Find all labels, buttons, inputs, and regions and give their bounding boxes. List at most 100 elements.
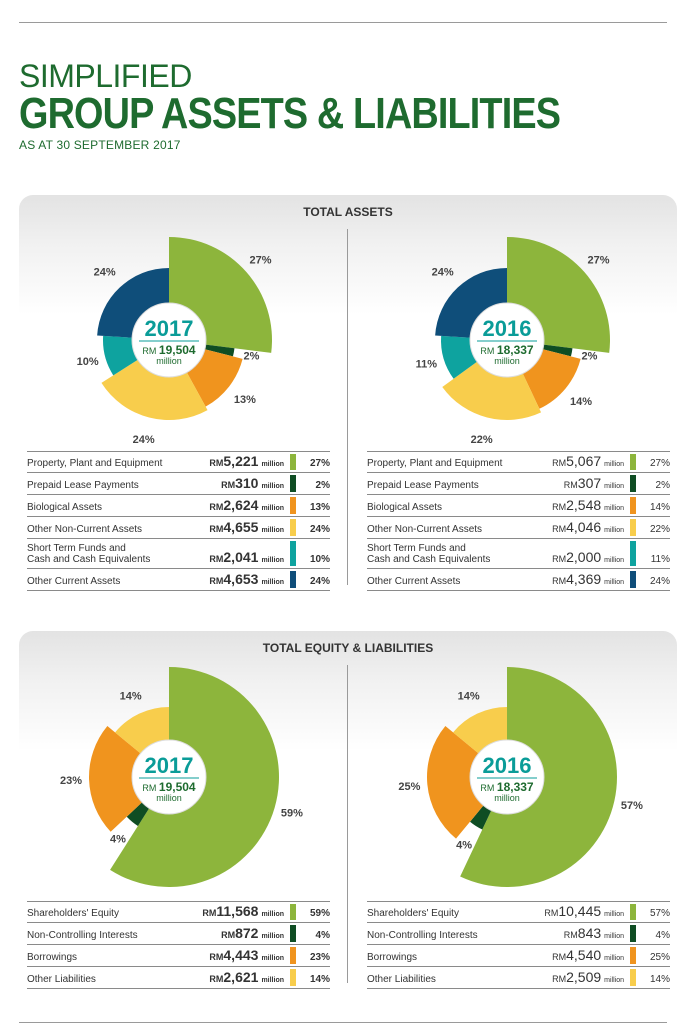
slice-prepaid-lease-payments — [541, 344, 573, 357]
legend-swatch — [290, 454, 296, 470]
legend-swatch — [290, 904, 296, 920]
legend-swatch — [630, 904, 636, 920]
row-label: Other Current Assets — [27, 576, 121, 587]
row-percent: 22% — [649, 524, 670, 535]
row-percent: 23% — [309, 952, 330, 963]
legend-swatch — [630, 541, 636, 566]
legend-swatch — [630, 969, 636, 986]
row-label: Prepaid Lease Payments — [27, 480, 139, 491]
legend-swatch — [630, 947, 636, 964]
slice-label-non-controlling-interests: 4% — [110, 834, 126, 846]
row-label: Shareholders' Equity — [367, 908, 459, 919]
slice-short-term-funds-and-cash-and-cash-equivalents — [441, 335, 478, 379]
row-value: RM843 million — [563, 925, 624, 941]
table-row: Property, Plant and Equipment RM5,221 mill… — [27, 451, 330, 473]
row-label: Property, Plant and Equipment — [367, 458, 503, 469]
slice-non-controlling-interests — [470, 804, 492, 830]
row-percent: 4% — [655, 930, 670, 941]
row-label: Other Liabilities — [367, 974, 436, 985]
total-assets-panel: TOTAL ASSETS 27% 2% 13% 24% 10% 24% 2017 RM 19,… — [19, 195, 677, 595]
row-value: RM4,369 million — [552, 571, 624, 587]
row-label: Short Term Funds and Cash and Cash Equiv… — [27, 543, 151, 565]
heading-date: AS AT 30 SEPTEMBER 2017 — [19, 138, 181, 152]
row-label: Non-Controlling Interests — [367, 930, 478, 941]
legend-swatch — [630, 519, 636, 536]
liabilities-2016-table: Shareholders' Equity RM10,445 million 57% No… — [367, 901, 670, 989]
slice-label-other-non-current-assets: 24% — [133, 434, 155, 446]
row-percent: 14% — [649, 974, 670, 985]
table-row: Short Term Funds and Cash and Cash Equiv… — [27, 539, 330, 569]
legend-swatch — [630, 454, 636, 470]
table-row: Other Current Assets RM4,653 million 24% — [27, 569, 330, 591]
slice-label-borrowings: 23% — [60, 775, 82, 787]
row-value: RM310 million — [221, 475, 284, 491]
table-row: Biological Assets RM2,624 million 13% — [27, 495, 330, 517]
row-value: RM4,046 million — [552, 519, 624, 535]
center-year: 2017 — [145, 753, 194, 778]
donut-center — [470, 303, 544, 377]
row-percent: 13% — [309, 502, 330, 513]
assets-2016-table: Property, Plant and Equipment RM5,067 mill… — [367, 451, 670, 591]
row-label: Borrowings — [27, 952, 78, 963]
table-row: Borrowings RM4,540 million 25% — [367, 945, 670, 967]
row-label: Shareholders' Equity — [27, 908, 119, 919]
slice-label-prepaid-lease-payments: 2% — [582, 351, 598, 363]
row-percent: 14% — [309, 974, 330, 985]
row-label: Borrowings — [367, 952, 418, 963]
row-value: RM4,653 million — [209, 571, 284, 587]
legend-swatch — [290, 497, 296, 514]
row-value: RM872 million — [221, 925, 284, 941]
slice-biological-assets — [522, 348, 581, 409]
legend-swatch — [290, 925, 296, 942]
row-percent: 24% — [309, 576, 330, 587]
table-row: Borrowings RM4,443 million 23% — [27, 945, 330, 967]
table-row: Other Current Assets RM4,369 million 24% — [367, 569, 670, 591]
row-value: RM2,548 million — [552, 497, 624, 513]
slice-label-property-plant-and-equipment: 27% — [587, 254, 609, 266]
equity-liabilities-title: TOTAL EQUITY & LIABILITIES — [262, 641, 434, 655]
donut-center-ring — [131, 739, 207, 815]
slice-label-shareholders-equity: 59% — [281, 808, 303, 820]
slice-label-short-term-funds-and-cash-and-cash-equivalents: 11% — [416, 358, 438, 370]
row-percent: 25% — [649, 952, 670, 963]
slice-label-other-current-assets: 24% — [94, 266, 116, 278]
slice-label-prepaid-lease-payments: 2% — [244, 351, 260, 363]
slice-non-controlling-interests — [126, 801, 150, 826]
row-value: RM2,509 million — [552, 969, 624, 985]
row-percent: 59% — [309, 908, 330, 919]
table-row: Shareholders' Equity RM10,445 million 57% — [367, 901, 670, 923]
panel-divider — [347, 665, 348, 983]
slice-shareholders-equity — [110, 667, 280, 887]
slice-prepaid-lease-payments — [203, 344, 235, 357]
table-row: Prepaid Lease Payments RM310 million 2% — [27, 473, 330, 495]
center-unit: million — [494, 793, 520, 803]
heading-line2: GROUP ASSETS & LIABILITIES — [19, 89, 561, 138]
center-unit: million — [156, 793, 182, 803]
slice-label-shareholders-equity: 57% — [621, 800, 643, 812]
slice-label-borrowings: 25% — [398, 781, 420, 793]
row-value: RM5,067 million — [552, 453, 624, 469]
row-percent: 14% — [649, 502, 670, 513]
table-row: Shareholders' Equity RM11,568 million 59% — [27, 901, 330, 923]
bottom-rule — [19, 1022, 667, 1023]
legend-swatch — [290, 571, 296, 588]
legend-swatch — [630, 497, 636, 514]
row-value: RM11,568 million — [202, 903, 284, 919]
top-rule — [19, 22, 667, 23]
slice-label-short-term-funds-and-cash-and-cash-equivalents: 10% — [77, 356, 99, 368]
row-label: Biological Assets — [367, 502, 443, 513]
row-label: Other Non-Current Assets — [367, 524, 483, 535]
row-percent: 10% — [309, 554, 330, 565]
row-label: Property, Plant and Equipment — [27, 458, 163, 469]
total-assets-title: TOTAL ASSETS — [303, 205, 393, 219]
center-total: RM 18,337 — [480, 780, 534, 794]
legend-swatch — [290, 947, 296, 964]
slice-borrowings — [89, 726, 143, 832]
table-row: Biological Assets RM2,548 million 14% — [367, 495, 670, 517]
center-total: RM 19,504 — [142, 780, 196, 794]
center-year: 2016 — [483, 753, 532, 778]
liabilities-2017-table: Shareholders' Equity RM11,568 million 59% No… — [27, 901, 330, 989]
